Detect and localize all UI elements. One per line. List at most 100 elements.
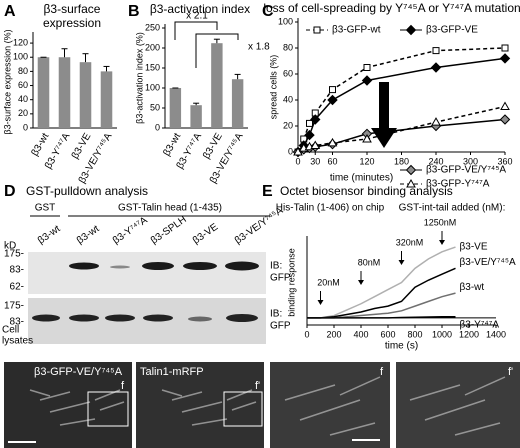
y-tick-label: 250 [145,22,160,32]
bar [169,88,182,128]
bracket [174,21,239,68]
panel-b-title: β3-activation index [150,2,250,16]
x-tick-label: 60 [327,156,337,166]
x-tick-label: 600 [380,329,395,339]
y-tick-label: 100 [13,52,28,62]
series-line [297,118,506,153]
y-tick-label: 20 [283,120,293,130]
y-tick-label: 200 [145,42,160,52]
bar [190,105,202,128]
y-tick-label: 0 [155,122,160,132]
x-tick-label: 1400 [486,329,506,339]
kd-label: kD [4,241,16,252]
panel-letter: C [262,3,274,20]
lane-label: β3-wt [75,223,102,246]
ib-label: IB: [270,261,282,272]
mw-marker: 83- [10,317,24,328]
bar [37,57,50,128]
panel-a-title: β3-surface expression [42,2,102,30]
series-label: β3-Y⁷⁴⁷A [460,319,500,330]
mw-marker: 62- [10,282,24,293]
bar [231,79,244,128]
marker [327,137,338,147]
y-tick-label: 0 [23,122,28,132]
x-tick-label: β3-wt [161,131,183,158]
annotation: x 1.8 [248,42,270,53]
mw-marker: 83- [10,265,24,276]
marker [499,53,511,64]
marker [500,101,510,110]
arrow-head [317,300,324,305]
x-tick-label: 120 [359,156,374,166]
y-tick-label: 150 [145,62,160,72]
y-tick-label: 120 [13,37,28,47]
series-line [307,292,456,319]
lane-label: β3-wt [36,223,63,246]
y-tick-label: 40 [18,94,28,104]
marker [405,164,417,176]
inset-label: f' [255,380,260,392]
arrow [371,82,397,148]
bar [58,57,71,128]
legend-label: β3-GFP-VE/Y⁷⁴⁵A [426,165,506,176]
y-axis-label: β3-surface expression (%) [2,29,12,134]
x-tick-label: 1000 [432,329,452,339]
marker [304,129,315,141]
bar [211,43,223,129]
lysate-label: lysates [2,336,33,347]
y-tick-label: 100 [145,82,160,92]
arrow-head [398,260,405,265]
addition-label: 320nM [396,237,424,247]
y-axis-label: binding response [286,248,296,317]
blot-image [28,298,266,344]
addition-label: 80nM [358,257,381,267]
image-label: f' [508,366,513,378]
lane-label: β3-VE/Y⁷⁴⁵A [233,205,286,246]
y-tick-label: 80 [18,66,28,76]
mw-marker: 175- [4,301,24,312]
x-tick-label: 0 [304,329,309,339]
x-tick-label: 30 [310,156,320,166]
legend-label: β3-GFP-VE [426,25,478,36]
marker [362,133,372,143]
addition-label: 20nM [317,277,340,287]
series-label: β3-VE/Y⁷⁴⁵A [460,257,516,268]
y-axis-label: spread cells (%) [268,55,278,120]
bar [100,71,113,128]
blot-title: GST-pulldown analysis [26,184,148,198]
legend-label: β3-GFP-Y⁷⁴⁷A [426,179,490,190]
ib-label: IB: [270,309,282,320]
marker [361,75,373,86]
x-axis-label: time (minutes) [330,173,393,184]
inset-label: f [121,380,125,392]
y-tick-label: 60 [283,68,293,78]
x-tick-label: 180 [394,156,409,166]
group-label: GST [35,203,56,214]
series-line [307,246,456,319]
lane-label: β3-Y⁷⁴⁷A [111,215,150,247]
mw-marker: 175- [4,249,24,260]
marker [430,62,442,73]
panel-c-title: loss of cell-spreading by Y⁷⁴⁵A or Y⁷⁴⁷A… [263,1,520,15]
lane-label: β3-SPLH [149,214,189,246]
series-line [307,315,456,319]
panel-letter: E [262,183,273,200]
panel-letter: D [4,183,16,200]
y-tick-label: 60 [18,80,28,90]
x-tick-label: 800 [407,329,422,339]
y-axis-label: β3-activation index (%) [134,32,144,124]
series-line [307,267,456,319]
subtitle: His-Talin (1-406) on chip [276,203,385,214]
image-label: f [380,366,384,378]
series-label: β3-wt [460,282,485,293]
bar [79,62,92,128]
series-line [297,57,506,153]
marker [432,47,440,55]
micrographs [4,362,520,448]
x-tick-label: 300 [463,156,478,166]
panel-letter: B [128,3,140,20]
arrow-head [358,280,364,285]
series-label: β3-VE [460,242,488,253]
